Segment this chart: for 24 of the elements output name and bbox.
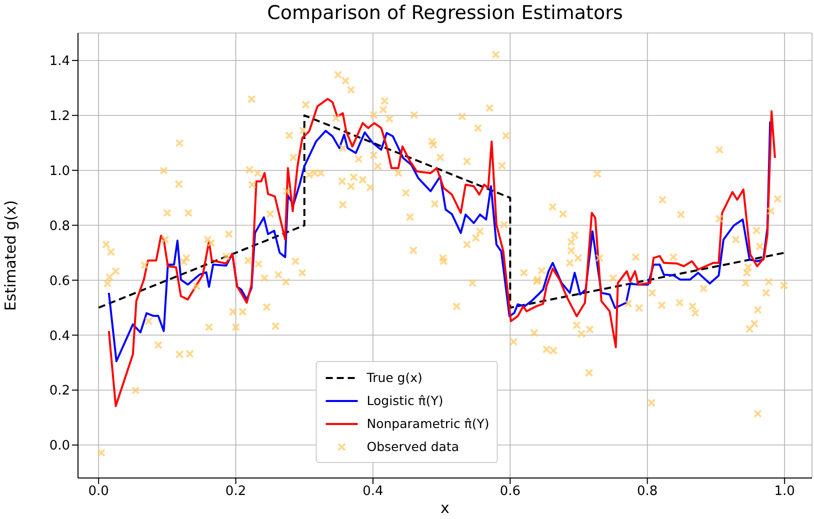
y-axis-title: Estimated g(x) [1, 200, 20, 311]
chart-title: Comparison of Regression Estimators [266, 2, 624, 24]
x-axis-title: x [440, 499, 450, 517]
x-tick-label: 0.4 [362, 484, 384, 500]
y-tick-label: 1.2 [49, 109, 70, 124]
y-tick-label: 0.4 [49, 328, 70, 344]
y-tick-label: 1.0 [49, 164, 70, 179]
x-tick-label: 0.2 [225, 484, 246, 500]
line-series [108, 98, 776, 408]
y-tick-label: 0.2 [49, 384, 70, 399]
y-tick-label: 0.0 [49, 438, 70, 454]
y-tick-label: 1.4 [49, 54, 70, 70]
x-tick-label: 0.0 [88, 484, 109, 500]
y-tick-label: 0.8 [49, 218, 70, 234]
y-tick-label: 0.6 [49, 274, 70, 289]
x-tick-label: 0.6 [500, 484, 521, 500]
legend-label: Logistic π̂(Y) [366, 392, 444, 410]
x-tick-label: 1.0 [774, 484, 795, 500]
legend-label: Nonparametric π̂(Y) [366, 415, 490, 433]
x-tick-label: 0.8 [637, 484, 658, 500]
legend-label: Observed data [366, 438, 460, 456]
legend-label: True g(x) [366, 369, 422, 387]
line-series [108, 120, 772, 362]
line-series [98, 114, 786, 309]
